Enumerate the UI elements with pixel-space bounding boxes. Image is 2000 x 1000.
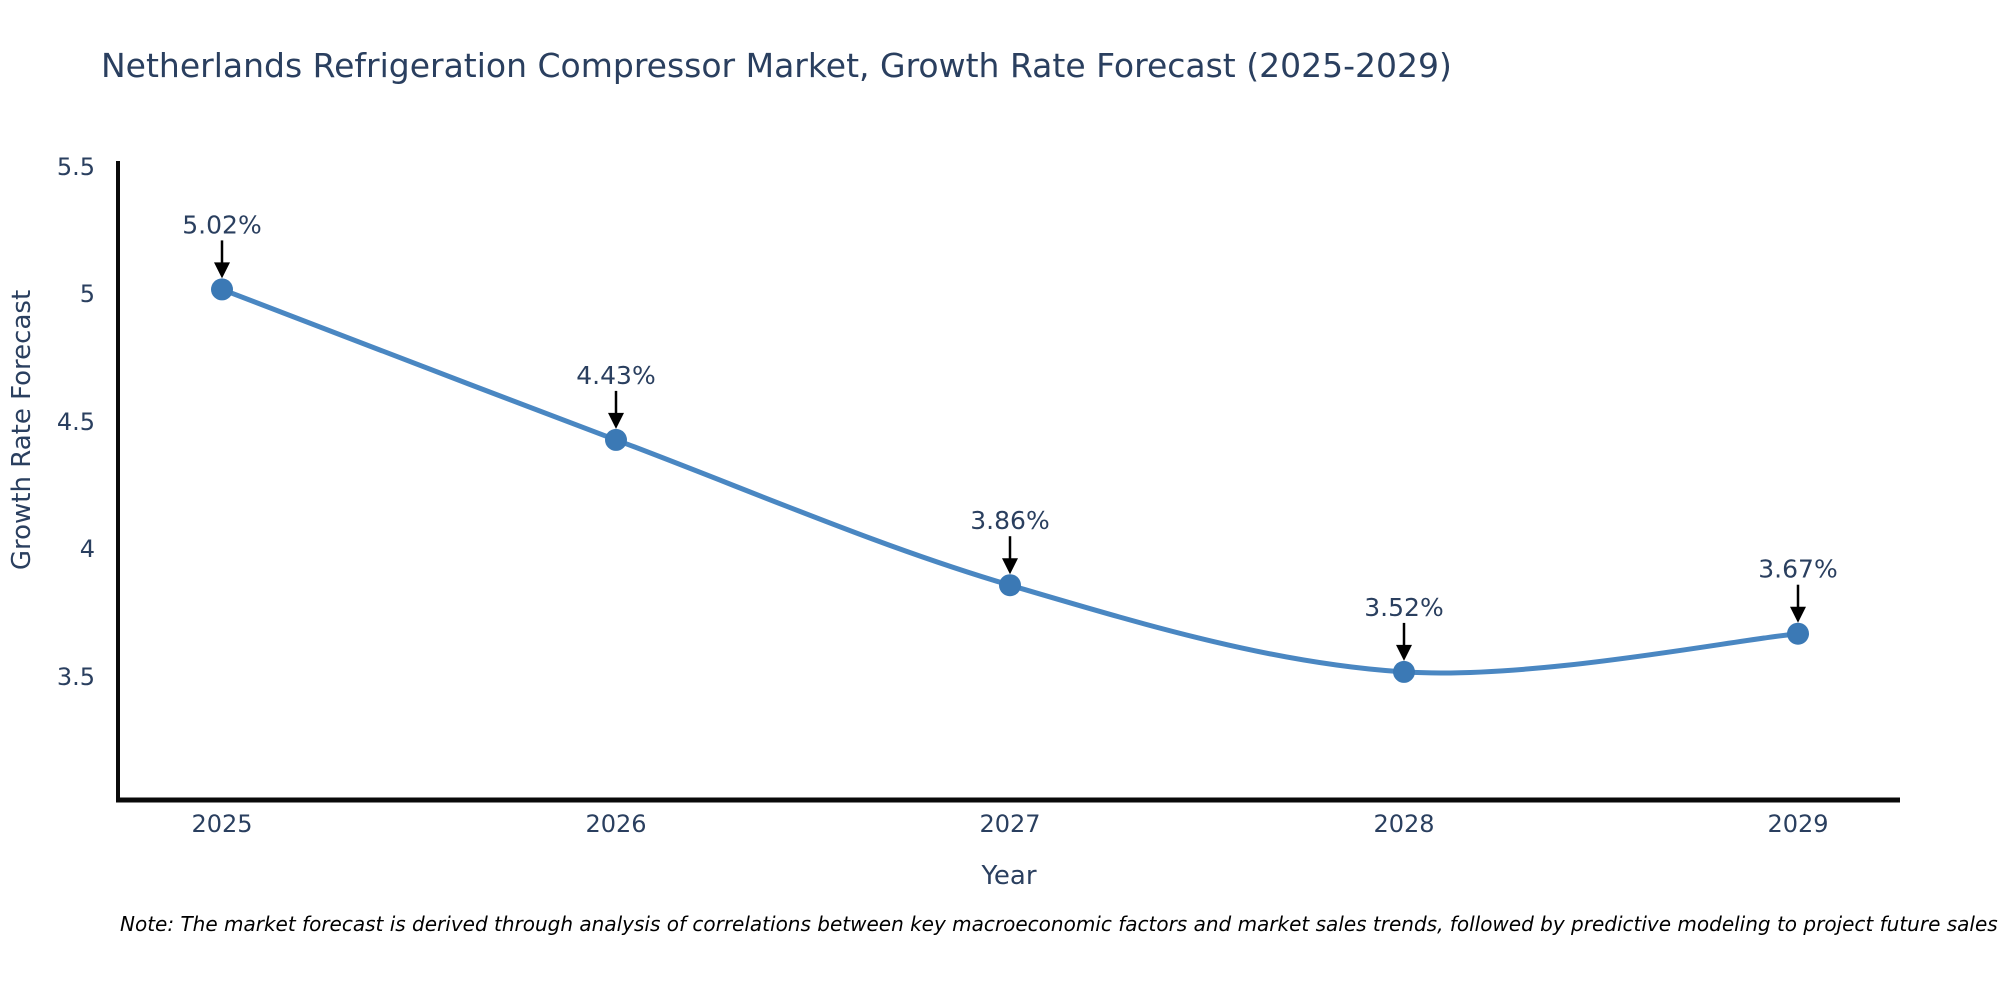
point-label: 3.86% <box>970 506 1049 535</box>
footnote: Note: The market forecast is derived thr… <box>120 912 1998 936</box>
y-axis-tick-labels: 5.5 5 4.5 4 3.5 <box>57 153 95 691</box>
annotation-arrowhead-icon <box>608 412 624 429</box>
data-point-marker <box>605 428 627 451</box>
data-point-marker <box>211 278 233 301</box>
x-tick-label: 2027 <box>979 810 1040 838</box>
point-label: 5.02% <box>182 210 261 239</box>
x-tick-label: 2029 <box>1767 810 1828 838</box>
annotation-arrowhead-icon <box>1002 558 1018 575</box>
series-line <box>219 286 1801 676</box>
data-point-marker <box>1393 660 1415 683</box>
x-tick-label: 2025 <box>191 810 252 838</box>
point-label: 3.52% <box>1364 593 1443 622</box>
annotation-arrowhead-icon <box>214 262 230 279</box>
y-tick-label: 4.5 <box>57 408 95 436</box>
point-label: 3.67% <box>1758 555 1837 584</box>
annotation-arrowhead-icon <box>1790 606 1806 623</box>
x-tick-label: 2026 <box>585 810 646 838</box>
annotation-arrows <box>214 240 1806 661</box>
x-tick-label: 2028 <box>1373 810 1434 838</box>
series-markers <box>211 278 1809 683</box>
y-tick-label: 5 <box>80 280 95 308</box>
annotation-arrowhead-icon <box>1396 644 1412 661</box>
data-point-marker <box>999 574 1021 597</box>
y-tick-label: 3.5 <box>57 663 95 691</box>
annotation-labels: 5.02% 4.43% 3.86% 3.52% 3.67% <box>182 210 1837 622</box>
x-axis-title: Year <box>980 861 1036 891</box>
data-point-marker <box>1787 622 1809 645</box>
point-label: 4.43% <box>576 361 655 390</box>
y-axis-title: Growth Rate Forecast <box>7 290 37 570</box>
chart-title: Netherlands Refrigeration Compressor Mar… <box>101 46 1452 85</box>
x-axis-tick-labels: 2025 2026 2027 2028 2029 <box>191 810 1828 838</box>
y-tick-label: 5.5 <box>57 153 95 181</box>
y-tick-label: 4 <box>80 535 95 563</box>
